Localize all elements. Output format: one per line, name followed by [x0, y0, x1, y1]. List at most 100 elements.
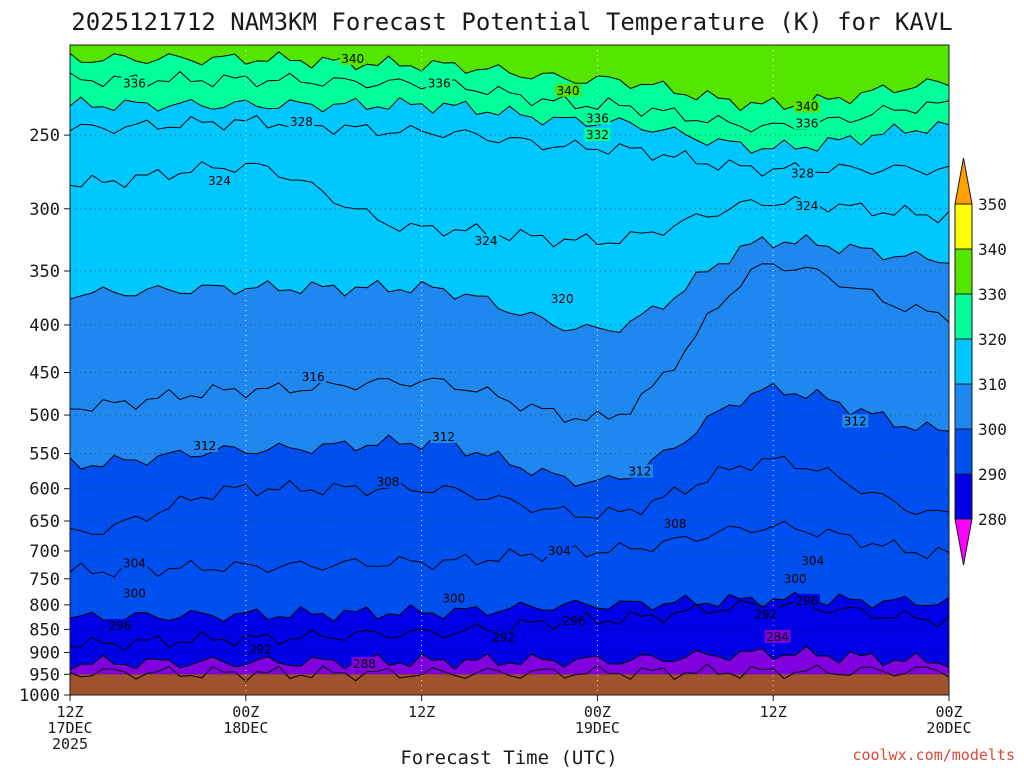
ground-fill: [70, 674, 949, 695]
colorbar-label-310: 310: [978, 375, 1007, 394]
colorbar-label-350: 350: [978, 195, 1007, 214]
band-300: [70, 521, 949, 622]
chart-title: 2025121712 NAM3KM Forecast Potential Tem…: [71, 8, 952, 36]
contour-label-bg: [793, 99, 820, 113]
contour-label-bg: [191, 439, 218, 453]
band-308: [70, 383, 949, 535]
contour-label-bg: [247, 642, 274, 656]
colorbar-label-300: 300: [978, 420, 1007, 439]
contour-label-296: 296: [563, 614, 586, 628]
y-tick-label-500: 500: [29, 406, 60, 426]
contour-label-bg: [430, 430, 457, 444]
plot-area: 340 336 336 340 336 332 340 336 328 324 328 324 324 3…: [70, 45, 949, 695]
contour-label-bg: [121, 556, 148, 570]
band-340: [70, 45, 949, 111]
contour-label-bg: [440, 591, 467, 605]
contour-label-300: 300: [784, 572, 807, 586]
contour-label-324: 324: [795, 199, 818, 213]
contour-label-336: 336: [428, 76, 451, 90]
y-tick-label-550: 550: [29, 445, 60, 465]
contour-label-bg: [793, 593, 820, 607]
contour-label-bg: [549, 291, 576, 305]
plot-frame: [69, 44, 950, 696]
y-tick-label-600: 600: [29, 480, 60, 500]
contour-label-bg: [782, 571, 809, 585]
contour-label-bg: [584, 111, 611, 125]
x-tick-label-2-0: 12Z: [408, 703, 435, 721]
x-tick-label-0-1: 17DEC: [47, 719, 92, 737]
x-tick-label-3-1: 19DEC: [575, 719, 620, 737]
y-tick-label-300: 300: [29, 200, 60, 220]
contour-label-312: 312: [844, 414, 867, 428]
contour-label-312: 312: [432, 430, 455, 444]
x-tick-label-0-2: 2025: [52, 735, 88, 753]
colorbar-box-310: [954, 383, 973, 430]
colorbar-box-340: [954, 248, 973, 295]
y-tick-label-450: 450: [29, 364, 60, 384]
colorbar-box-330: [954, 293, 973, 340]
contour-label-bg: [560, 614, 587, 628]
contour-label-bg: [546, 543, 573, 557]
credit-text: coolwx.com/modelts: [852, 746, 1015, 764]
y-tick-label-950: 950: [29, 665, 60, 685]
contour-label-bg: [374, 474, 401, 488]
contour-label-340: 340: [557, 84, 580, 98]
isentrope-308: [70, 455, 949, 536]
y-tick-label-800: 800: [29, 596, 60, 616]
y-tick-label-250: 250: [29, 126, 60, 146]
contour-label-304: 304: [123, 556, 146, 570]
y-tick-label-850: 850: [29, 620, 60, 640]
contour-label-340: 340: [795, 100, 818, 114]
colorbar-box-300: [954, 428, 973, 475]
isentrope-288: [70, 663, 949, 682]
contour-label-bg: [793, 116, 820, 130]
grid-lines: [70, 45, 949, 695]
band-316: [70, 234, 949, 423]
contour-label-308: 308: [664, 517, 687, 531]
contour-label-332: 332: [586, 128, 609, 142]
band-336: [70, 51, 949, 132]
contour-label-316: 316: [302, 370, 325, 384]
contour-label-292: 292: [492, 630, 515, 644]
temperature-bands: [70, 45, 949, 695]
contour-label-300: 300: [123, 587, 146, 601]
x-tick-label-0-0: 12Z: [56, 703, 83, 721]
contour-label-bg: [662, 517, 689, 531]
contour-label-292: 292: [249, 642, 272, 656]
contour-label-284: 284: [766, 630, 789, 644]
colorbar-label-340: 340: [978, 240, 1007, 259]
contour-label-bg: [121, 76, 148, 90]
contour-label-328: 328: [791, 167, 814, 181]
contour-label-bg: [300, 369, 327, 383]
contour-label-296: 296: [795, 594, 818, 608]
contour-label-bg: [121, 586, 148, 600]
contour-label-bg: [288, 114, 315, 128]
contour-label-336: 336: [795, 117, 818, 131]
y-tick-label-400: 400: [29, 316, 60, 336]
colorbar-extend-bottom: [954, 518, 973, 566]
contour-label-bg: [426, 76, 453, 90]
colorbar-label-290: 290: [978, 465, 1007, 484]
ground-layer: [70, 674, 949, 695]
y-tick-label-900: 900: [29, 643, 60, 663]
colorbar-box-350: [954, 203, 973, 250]
isentrope-320: [70, 234, 949, 334]
isentrope-304: [70, 520, 949, 578]
pressure-axis: 250 300 350 400 450 500 550 600 650 700 750 800 850 9…: [19, 126, 70, 706]
contour-label-bg: [473, 234, 500, 248]
y-tick-label-650: 650: [29, 512, 60, 532]
contour-label-bg: [799, 554, 826, 568]
colorbar-extend-top: [954, 157, 973, 205]
contour-label-bg: [793, 199, 820, 213]
colorbar: 350 340 330 320 310 300 290 280: [954, 157, 1007, 566]
contour-label-308: 308: [376, 475, 399, 489]
colorbar-label-280: 280: [978, 510, 1007, 529]
contour-label-304: 304: [801, 554, 824, 568]
y-tick-label-700: 700: [29, 542, 60, 562]
contour-label-324: 324: [475, 234, 498, 248]
y-tick-label-750: 750: [29, 570, 60, 590]
x-tick-label-3-0: 00Z: [584, 703, 611, 721]
contour-label-320: 320: [551, 292, 574, 306]
contour-label-bg: [490, 630, 517, 644]
